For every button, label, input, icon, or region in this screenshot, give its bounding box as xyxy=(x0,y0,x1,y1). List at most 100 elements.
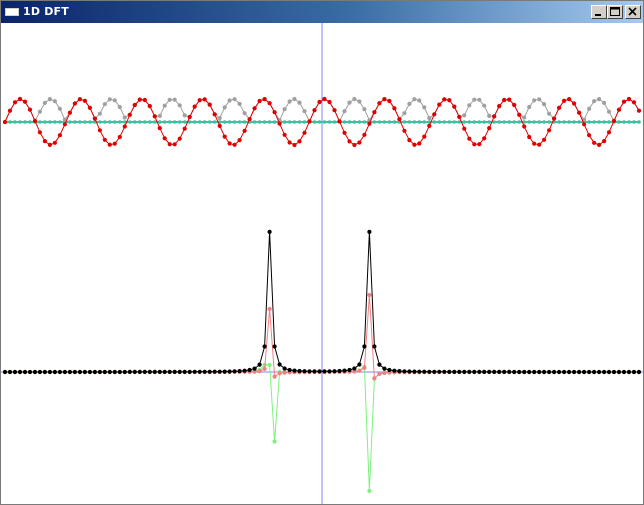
dft-real-point xyxy=(362,365,367,370)
signal-real-point xyxy=(62,122,67,127)
title-bar[interactable]: 1D DFT xyxy=(1,1,643,23)
dft-magnitude-point xyxy=(402,369,407,374)
signal-imag-point xyxy=(97,111,102,116)
dft-magnitude-point xyxy=(357,362,362,367)
signal-real-point xyxy=(192,104,197,109)
dft-magnitude-point xyxy=(102,369,107,375)
dft-imag-point xyxy=(272,439,277,444)
maximize-icon xyxy=(610,7,620,16)
close-button[interactable] xyxy=(625,5,641,19)
signal-baseline-point xyxy=(302,120,307,124)
signal-baseline-point xyxy=(457,120,462,124)
minimize-button[interactable] xyxy=(591,5,607,19)
signal-imag-point xyxy=(402,111,407,116)
dft-magnitude-point xyxy=(182,369,187,374)
dft-real-point xyxy=(262,366,267,371)
dft-magnitude-point xyxy=(577,369,582,375)
dft-magnitude-point xyxy=(67,369,72,375)
dft-magnitude-point xyxy=(37,369,43,375)
signal-baseline-point xyxy=(138,120,142,124)
signal-baseline-point xyxy=(287,120,292,124)
signal-imag-point xyxy=(417,98,422,103)
signal-baseline-point xyxy=(83,120,87,124)
signal-real-point xyxy=(482,136,487,141)
signal-real-point xyxy=(312,108,317,113)
signal-baseline-point xyxy=(517,120,521,124)
dft-magnitude-point xyxy=(327,369,332,374)
signal-real-point xyxy=(611,118,617,123)
signal-baseline-point xyxy=(347,120,352,124)
dft-magnitude-point xyxy=(312,369,317,374)
dft-magnitude-point xyxy=(222,369,227,374)
signal-baseline-point xyxy=(447,120,452,124)
signal-imag-point xyxy=(42,100,48,105)
signal-baseline-point xyxy=(187,120,192,124)
signal-real-point xyxy=(372,110,377,115)
signal-imag-point xyxy=(167,97,172,102)
signal-baseline-point xyxy=(557,120,561,124)
signal-imag-point xyxy=(482,103,487,108)
signal-real-point xyxy=(227,141,232,146)
signal-real-point xyxy=(522,124,527,129)
dft-magnitude-point xyxy=(417,369,422,374)
signal-real-point xyxy=(167,142,172,147)
signal-real-point xyxy=(287,140,292,145)
spectrum-layer xyxy=(2,229,642,494)
dft-magnitude-point xyxy=(597,369,602,375)
signal-baseline-point xyxy=(88,120,92,124)
dft-magnitude-point xyxy=(42,369,48,375)
signal-real-point xyxy=(182,126,187,131)
dft-magnitude-point xyxy=(562,369,567,375)
dft-magnitude-point xyxy=(427,369,432,374)
maximize-button[interactable] xyxy=(607,5,623,19)
signal-baseline-point xyxy=(637,120,641,124)
dft-real-point xyxy=(367,292,372,298)
signal-baseline-point xyxy=(477,120,482,124)
signal-imag-point xyxy=(606,109,612,114)
signal-baseline-point xyxy=(23,120,27,124)
dft-magnitude-point xyxy=(92,369,97,375)
signal-real-point xyxy=(437,102,442,107)
signal-real-point xyxy=(502,97,507,103)
dft-magnitude-point xyxy=(87,369,92,375)
signal-real-point xyxy=(616,107,622,112)
signal-imag-point xyxy=(182,113,187,118)
signal-real-point xyxy=(187,114,192,120)
signal-real-point xyxy=(621,99,627,104)
dft-magnitude-point xyxy=(636,369,642,375)
signal-imag-point xyxy=(422,105,427,110)
dft-magnitude-point xyxy=(342,368,347,373)
signal-real-point xyxy=(277,121,282,126)
signal-real-point xyxy=(117,134,122,140)
dft-magnitude-point xyxy=(602,369,607,375)
dft-magnitude-point xyxy=(352,366,357,371)
signal-baseline-point xyxy=(547,120,551,124)
signal-imag-point xyxy=(342,109,347,114)
signal-imag-point xyxy=(537,97,542,102)
signal-real-point xyxy=(367,121,372,126)
dft-magnitude-point xyxy=(332,369,337,374)
signal-real-point xyxy=(407,138,412,143)
signal-imag-point xyxy=(357,99,362,104)
dft-magnitude-point xyxy=(227,369,232,374)
signal-real-point xyxy=(432,112,437,117)
signal-real-point xyxy=(272,110,277,115)
dft-magnitude-point xyxy=(17,369,23,375)
signal-baseline-point xyxy=(572,120,576,124)
signal-real-point xyxy=(337,119,342,124)
dft-real-point xyxy=(257,369,262,374)
signal-baseline-point xyxy=(98,120,102,124)
signal-real-point xyxy=(292,142,297,148)
signal-real-point xyxy=(587,133,592,138)
signal-baseline-point xyxy=(462,120,467,124)
signal-baseline-point xyxy=(207,120,212,124)
dft-magnitude-point xyxy=(307,369,312,374)
dft-magnitude-point xyxy=(631,369,637,375)
signal-baseline-point xyxy=(532,120,536,124)
signal-baseline-point xyxy=(8,120,12,124)
signal-real-point xyxy=(427,123,432,128)
dft-magnitude-point xyxy=(32,369,38,375)
app-icon xyxy=(5,8,19,16)
signal-real-point xyxy=(602,139,607,144)
dft-real-point xyxy=(357,368,362,373)
